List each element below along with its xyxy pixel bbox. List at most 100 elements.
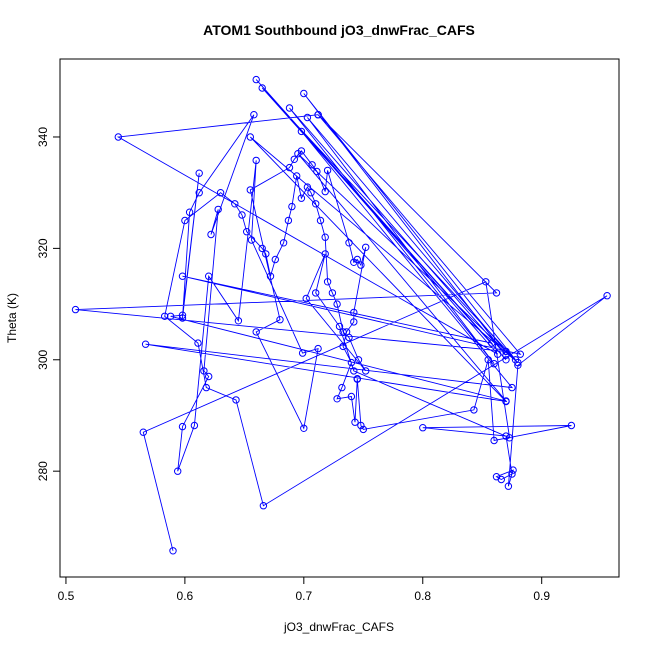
data-point bbox=[321, 187, 329, 196]
plot-area bbox=[71, 75, 611, 555]
data-point bbox=[345, 239, 353, 247]
data-point bbox=[502, 432, 510, 440]
data-point bbox=[514, 358, 522, 367]
data-point bbox=[492, 473, 501, 481]
y-tick-label: 340 bbox=[36, 127, 50, 147]
data-point bbox=[252, 156, 260, 165]
data-point bbox=[603, 292, 611, 300]
data-point bbox=[339, 328, 347, 336]
data-point bbox=[502, 397, 510, 405]
data-point bbox=[359, 425, 367, 434]
data-point bbox=[516, 350, 524, 358]
data-point bbox=[243, 228, 251, 236]
x-tick-label: 0.5 bbox=[58, 589, 75, 603]
series-line-0 bbox=[75, 79, 608, 551]
data-point bbox=[351, 418, 359, 426]
data-point bbox=[362, 243, 370, 252]
data-point bbox=[200, 367, 208, 375]
data-point bbox=[333, 300, 341, 308]
data-point bbox=[258, 84, 266, 92]
data-point bbox=[312, 200, 320, 208]
data-point bbox=[246, 133, 255, 141]
data-point bbox=[266, 272, 275, 280]
data-point bbox=[181, 216, 189, 225]
data-point bbox=[353, 255, 361, 264]
data-point bbox=[490, 436, 498, 445]
data-point bbox=[276, 316, 284, 324]
data-point bbox=[502, 351, 510, 359]
data-point bbox=[488, 339, 496, 347]
data-point bbox=[333, 395, 341, 403]
data-point bbox=[190, 421, 199, 430]
data-point bbox=[308, 161, 316, 169]
data-point bbox=[484, 356, 492, 364]
data-point bbox=[357, 261, 365, 269]
data-point bbox=[298, 349, 307, 357]
data-point bbox=[316, 216, 325, 225]
data-point bbox=[502, 356, 510, 364]
data-point bbox=[354, 356, 363, 364]
y-tick-label: 320 bbox=[36, 238, 50, 258]
data-point bbox=[202, 383, 211, 392]
data-point bbox=[252, 75, 260, 84]
data-point bbox=[178, 272, 187, 280]
data-point bbox=[303, 113, 312, 122]
data-point bbox=[231, 200, 239, 208]
data-point bbox=[314, 111, 322, 119]
data-point bbox=[338, 383, 346, 392]
data-point bbox=[232, 396, 240, 404]
data-point bbox=[214, 205, 222, 214]
data-point bbox=[238, 211, 246, 219]
data-point bbox=[139, 428, 148, 436]
data-point bbox=[323, 166, 332, 175]
data-point bbox=[71, 305, 80, 314]
data-point bbox=[195, 189, 203, 197]
data-point bbox=[205, 272, 213, 280]
data-point bbox=[482, 278, 490, 286]
data-point bbox=[293, 172, 301, 180]
data-point bbox=[297, 127, 306, 136]
data-point bbox=[284, 216, 293, 225]
data-point bbox=[339, 342, 347, 351]
data-point bbox=[194, 339, 202, 347]
data-point bbox=[195, 169, 203, 177]
data-point bbox=[185, 208, 194, 216]
data-point bbox=[178, 314, 187, 322]
data-point bbox=[300, 89, 308, 98]
data-point bbox=[262, 250, 270, 258]
data-point bbox=[362, 367, 370, 375]
data-point bbox=[246, 186, 255, 194]
data-point bbox=[297, 194, 306, 202]
data-point bbox=[508, 383, 516, 392]
data-point bbox=[347, 358, 356, 367]
data-point bbox=[353, 375, 361, 383]
x-tick-label: 0.6 bbox=[177, 589, 194, 603]
data-point bbox=[252, 328, 260, 336]
y-tick-label: 280 bbox=[36, 461, 50, 481]
y-axis: 280 300 320 340 bbox=[36, 127, 61, 481]
data-point bbox=[328, 289, 337, 297]
data-point bbox=[345, 333, 353, 342]
data-point bbox=[178, 311, 187, 319]
data-point bbox=[502, 347, 510, 356]
data-point bbox=[259, 502, 268, 510]
data-point bbox=[174, 467, 182, 475]
data-point bbox=[285, 163, 294, 172]
data-point bbox=[178, 422, 187, 431]
data-point bbox=[297, 147, 306, 155]
data-point bbox=[357, 421, 365, 430]
data-point bbox=[234, 317, 243, 325]
data-point bbox=[504, 482, 513, 490]
data-point bbox=[250, 111, 258, 119]
x-tick-label: 0.7 bbox=[295, 589, 312, 603]
data-point bbox=[492, 289, 501, 297]
data-point bbox=[279, 239, 288, 247]
data-point bbox=[321, 250, 329, 258]
data-point bbox=[161, 312, 169, 320]
data-point bbox=[303, 183, 312, 191]
data-point bbox=[258, 244, 266, 253]
x-axis-label: jO3_dnwFrac_CAFS bbox=[283, 620, 394, 634]
data-point bbox=[335, 322, 344, 331]
data-point bbox=[505, 434, 514, 442]
